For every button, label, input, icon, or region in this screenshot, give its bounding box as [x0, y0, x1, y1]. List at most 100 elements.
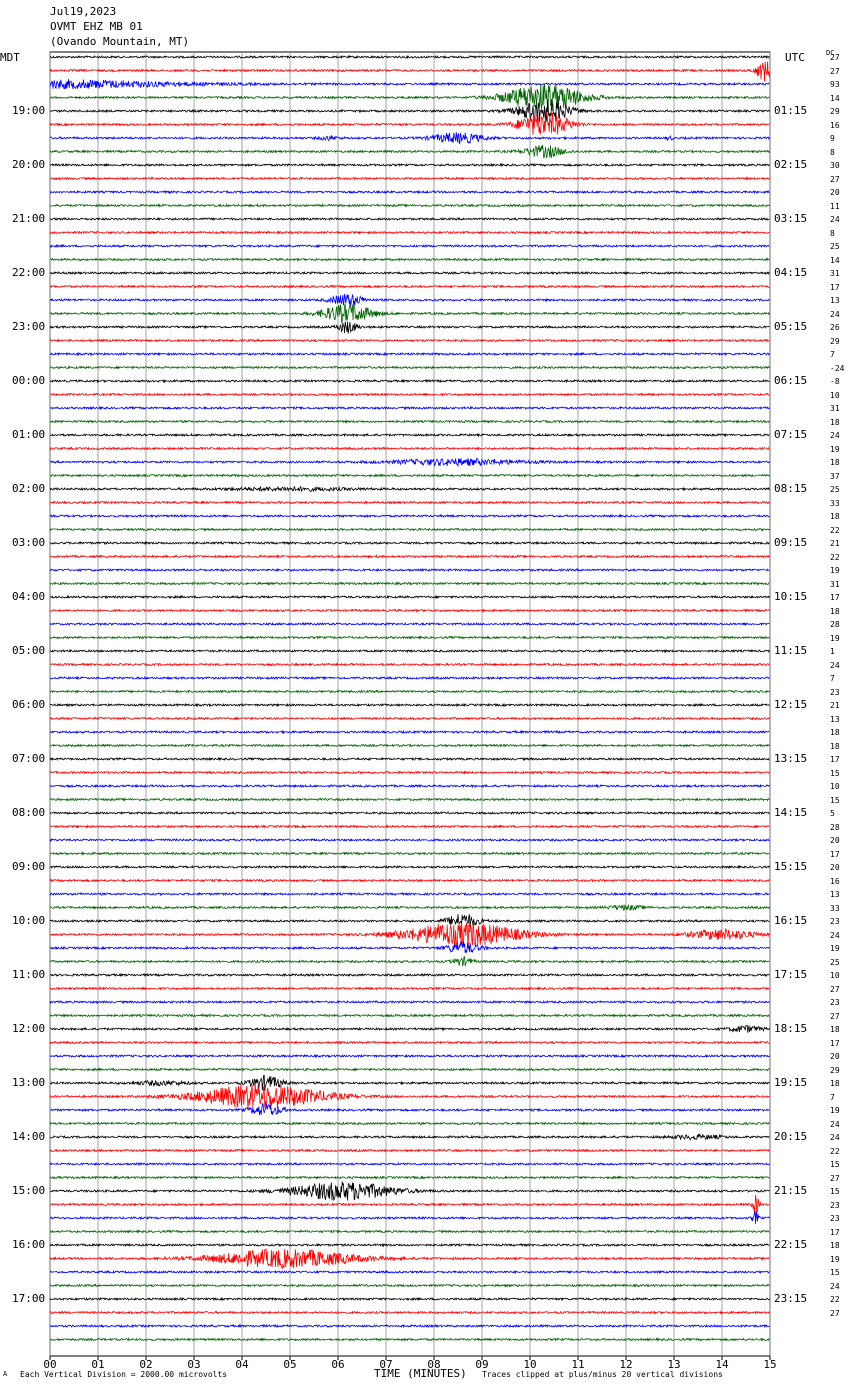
trace-line [49, 567, 770, 573]
dc-offset-label: 37 [830, 471, 840, 481]
trace-line [49, 513, 770, 519]
dc-offset-label: 17 [830, 282, 840, 292]
dc-offset-label: 23 [830, 998, 840, 1007]
trace-line [49, 675, 770, 681]
x-tick-label: 07 [379, 1358, 392, 1371]
x-tick-label: 02 [139, 1358, 152, 1371]
left-hour-label: 22:00 [12, 266, 46, 279]
trace-line [49, 303, 770, 323]
trace-line [49, 79, 770, 90]
dc-offset-label: 23 [830, 1214, 840, 1223]
right-hour-label: 06:15 [774, 374, 808, 387]
left-hour-label: 17:00 [12, 1292, 46, 1305]
x-tick-label: 06 [331, 1358, 344, 1371]
right-hour-label: 22:15 [774, 1238, 808, 1251]
trace-line [49, 338, 770, 343]
trace-line [49, 914, 770, 927]
trace-line [49, 111, 770, 135]
trace-line [49, 473, 770, 478]
trace-line [49, 270, 770, 276]
dc-offset-label: 24 [830, 1119, 840, 1129]
dc-offset-label: 23 [830, 687, 840, 697]
trace-line [49, 216, 770, 222]
trace-line [49, 878, 770, 883]
dc-offset-label: 18 [830, 728, 840, 737]
trace-line [49, 1181, 770, 1202]
trace-line [49, 203, 770, 208]
right-hour-label: 08:15 [774, 482, 808, 495]
trace-line [50, 257, 770, 262]
dc-offset-label: 33 [830, 498, 840, 508]
dc-offset-label: 23 [830, 917, 840, 926]
left-hour-label: 16:00 [12, 1238, 46, 1251]
dc-offset-label: 7 [830, 674, 835, 683]
dc-offset-label: 17 [830, 1227, 840, 1237]
dc-offset-label: 27 [830, 174, 840, 184]
dc-offset-label: 29 [830, 336, 840, 346]
trace-line [49, 1161, 770, 1167]
trace-line [49, 891, 770, 897]
trace-line [49, 594, 770, 600]
trace-line [49, 1053, 770, 1059]
trace-line [49, 83, 770, 112]
right-hour-label: 17:15 [774, 968, 808, 981]
dc-offset-label: 24 [830, 215, 840, 224]
trace-line [49, 824, 770, 829]
trace-line [49, 351, 770, 357]
dc-offset-label: 27 [830, 984, 840, 994]
x-axis-ticks: 00 01 02 03 04 05 06 07 08 09 10 11 12 13 14 15 [43, 1356, 777, 1371]
dc-offset-label: 25 [830, 485, 840, 494]
trace-line [49, 293, 770, 306]
dc-offset-label: 15 [830, 1187, 840, 1196]
dc-offset-label: 19 [830, 633, 840, 643]
dc-offset-label: 17 [830, 1038, 840, 1048]
trace-line [49, 1247, 770, 1270]
trace-line [49, 432, 770, 438]
right-hour-label: 04:15 [774, 266, 808, 279]
trace-line [49, 1121, 770, 1126]
trace-line [49, 716, 770, 721]
trace-line [49, 378, 770, 384]
dc-offset-label: -8 [830, 377, 840, 386]
x-tick-label: 10 [523, 1358, 536, 1371]
x-axis-title: TIME (MINUTES) [374, 1367, 467, 1380]
trace-line [49, 457, 770, 468]
trace-line [49, 662, 770, 667]
right-hour-label: 16:15 [774, 914, 808, 927]
left-hour-label: 04:00 [12, 590, 46, 603]
trace-line [49, 729, 770, 735]
trace-line [49, 1024, 770, 1033]
left-hour-label: 12:00 [12, 1022, 46, 1035]
dc-offset-label: 15 [830, 1160, 840, 1169]
trace-line [49, 54, 770, 60]
plot-frame [49, 51, 771, 1357]
trace-line [49, 243, 770, 249]
left-hour-label: 10:00 [12, 914, 46, 927]
left-hour-label: 02:00 [12, 482, 46, 495]
dc-offset-label: 18 [830, 1241, 840, 1250]
trace-line [49, 922, 770, 948]
right-timezone-label: UTC [785, 51, 805, 64]
dc-offset-label: 16 [830, 876, 840, 886]
trace-line [49, 1310, 770, 1315]
trace-line [49, 446, 770, 451]
dc-offset-label: 22 [830, 1146, 840, 1156]
left-hour-label: 08:00 [12, 806, 46, 819]
dc-offset-label: 18 [830, 512, 840, 521]
dc-offset-label: 8 [830, 147, 835, 157]
dc-offset-label: 20 [830, 863, 840, 872]
trace-line [49, 1296, 770, 1302]
x-tick-label: 03 [187, 1358, 200, 1371]
dc-offset-label: 15 [830, 795, 840, 805]
dc-offset-label: 24 [830, 930, 840, 940]
trace-line [49, 621, 770, 627]
trace-line [49, 770, 770, 775]
dc-offset-label: 10 [830, 971, 840, 980]
right-hour-label: 19:15 [774, 1076, 808, 1089]
dc-offset-label: 24 [830, 1281, 840, 1291]
dc-offset-label: 13 [830, 890, 840, 899]
dc-offset-label: -24 [830, 363, 845, 373]
trace-line [49, 743, 770, 748]
dc-offset-label: 17 [830, 593, 840, 602]
header-date: Jul19,2023 [50, 5, 117, 18]
